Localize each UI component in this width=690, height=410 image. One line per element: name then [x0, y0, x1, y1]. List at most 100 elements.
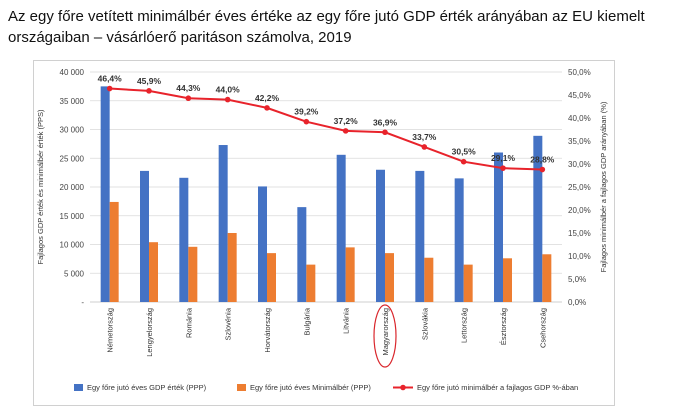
y-tick-label: - — [81, 298, 84, 307]
legend-marker-ratio — [400, 384, 406, 391]
bar — [100, 86, 110, 302]
right-axis-title-group: Fajlagos minimálbér a fajlagos GDP arány… — [599, 101, 608, 272]
bar — [267, 253, 276, 302]
category-label: Lengyelország — [145, 308, 154, 357]
data-label: 45,9% — [137, 76, 162, 86]
y2-tick-label: 35,0% — [568, 137, 591, 146]
legend-swatch-minwage — [237, 384, 246, 391]
category-label-group: Csehország — [538, 308, 547, 348]
category-label: Észtország — [499, 308, 508, 345]
bar — [463, 264, 473, 302]
data-label: 42,2% — [255, 93, 280, 103]
data-label: 33,7% — [412, 132, 437, 142]
y-tick-label: 40 000 — [60, 68, 85, 77]
y2-tick-label: 15,0% — [568, 229, 591, 238]
y2-tick-label: 10,0% — [568, 252, 591, 261]
y-tick-label: 10 000 — [60, 241, 85, 250]
category-label: Szlovákia — [420, 307, 429, 340]
category-label: Litvánia — [342, 307, 351, 334]
bar — [376, 169, 385, 302]
line-point — [539, 166, 546, 173]
category-label-group: Lettország — [460, 308, 469, 343]
category-label-group: Horvátország — [263, 308, 272, 353]
legend-label-ratio: Egy főre jutó minimálbér a fajlagos GDP … — [417, 383, 578, 392]
y2-tick-label: 5,0% — [568, 275, 586, 284]
chart-title: Az egy főre vetített minimálbér éves ért… — [8, 8, 645, 46]
right-axis-title: Fajlagos minimálbér a fajlagos GDP arány… — [599, 101, 608, 272]
category-label: Románia — [184, 307, 193, 338]
y-tick-label: 25 000 — [60, 154, 85, 163]
category-labels: Németország Lengyelország Románia Szlovénia… — [106, 304, 547, 368]
y-tick-label: 30 000 — [60, 126, 85, 135]
data-label: 44,3% — [176, 83, 201, 93]
line-point — [342, 128, 349, 134]
legend: Egy főre jutó éves GDP érték (PPP) Egy fő… — [74, 383, 578, 392]
data-label: 46,4% — [98, 74, 123, 84]
bar — [542, 254, 552, 302]
line-point — [460, 158, 467, 165]
y2-tick-label: 25,0% — [568, 183, 591, 192]
bar — [454, 178, 464, 302]
y2-tick-label: 50,0% — [568, 68, 591, 77]
category-label: Csehország — [538, 308, 547, 348]
line-point — [382, 129, 388, 136]
category-label: Horvátország — [263, 308, 272, 353]
data-label: 36,9% — [373, 117, 398, 127]
bar — [297, 207, 307, 302]
bar — [218, 145, 228, 302]
y-tick-label: 35 000 — [60, 97, 85, 106]
bar — [149, 242, 158, 302]
bar — [424, 257, 434, 302]
category-label-group: Észtország — [499, 308, 508, 345]
chart-frame — [33, 60, 615, 406]
line-point — [106, 85, 113, 92]
left-axis-ticks: - 5 000 10 000 15 000 20 000 25 000 30 000 35 0… — [60, 68, 85, 307]
bar — [345, 247, 355, 302]
bar — [227, 233, 237, 302]
y2-tick-label: 30,0% — [568, 160, 591, 169]
category-label: Bulgária — [302, 307, 311, 335]
gridlines — [90, 71, 562, 303]
y2-tick-label: 20,0% — [568, 206, 591, 215]
percentage-line: 46,4% 45,9% 44,3% 44,0% 42,2% 39,2% 37,2% 36,9%… — [98, 74, 555, 173]
y2-tick-label: 45,0% — [568, 91, 591, 100]
data-label: 29,1% — [491, 153, 516, 163]
bar — [415, 170, 425, 302]
line-point — [185, 95, 192, 102]
data-label: 30,5% — [452, 147, 477, 157]
bar — [258, 186, 267, 302]
y2-tick-label: 40,0% — [568, 114, 591, 123]
category-label-group: Románia — [184, 307, 193, 338]
left-axis-title-group: Fajlagos GDP érték és minimálbér érték (… — [36, 109, 45, 264]
category-label-group: Bulgária — [302, 307, 311, 335]
left-axis-title: Fajlagos GDP érték és minimálbér érték (… — [36, 109, 45, 264]
category-label-group: Lengyelország — [145, 308, 154, 357]
legend-swatch-gdp — [74, 384, 83, 391]
category-label-group: Litvánia — [342, 307, 351, 334]
data-label: 39,2% — [294, 107, 319, 117]
line-point — [303, 118, 310, 125]
category-label-group: Szlovákia — [420, 307, 429, 340]
data-label: 44,0% — [216, 85, 241, 95]
y-tick-label: 5 000 — [64, 269, 85, 278]
data-label: 37,2% — [334, 116, 359, 126]
highlight-ellipse — [373, 304, 397, 368]
category-label: Németország — [106, 308, 115, 353]
bars — [100, 86, 552, 302]
category-label: Magyarország — [381, 308, 390, 356]
line-point — [421, 144, 428, 150]
bar — [494, 152, 503, 302]
category-label-group: Magyarország — [381, 308, 390, 356]
legend-label-minwage: Egy főre jutó éves Minimálbér (PPP) — [250, 383, 371, 392]
bar — [306, 264, 316, 302]
line-point — [264, 105, 270, 111]
line-point — [146, 88, 152, 94]
bar — [533, 135, 543, 302]
axis-titles: Fajlagos GDP érték és minimálbér érték (… — [36, 101, 608, 272]
category-label-group: Szlovénia — [224, 307, 233, 340]
bar — [385, 253, 394, 302]
y-tick-label: 20 000 — [60, 183, 85, 192]
line-point — [224, 96, 231, 103]
right-axis-ticks: 0,0% 5,0% 10,0% 15,0% 20,0% 25,0% 30,0% 35,0% 40… — [568, 68, 591, 307]
